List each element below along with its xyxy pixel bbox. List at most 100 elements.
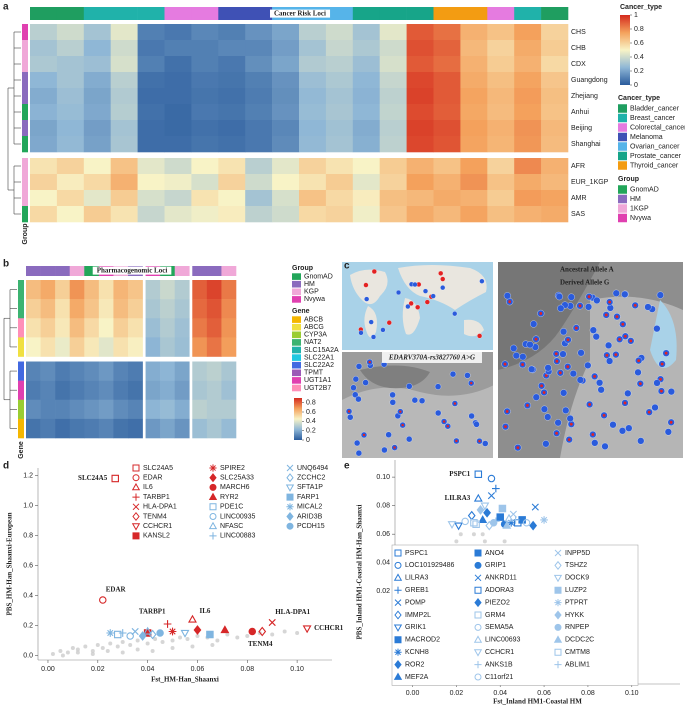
map-dot — [526, 404, 529, 407]
heatmap-cell — [221, 280, 237, 300]
column-annotation — [192, 266, 208, 276]
map-dot — [621, 322, 625, 326]
heatmap-cell — [218, 56, 246, 73]
row-label: EUR_1KGP — [571, 179, 609, 186]
legend-box — [391, 544, 639, 686]
map-dot — [623, 401, 627, 405]
map-dot — [539, 312, 543, 315]
heatmap-cell — [113, 299, 129, 319]
map-dot — [584, 303, 593, 311]
heatmap-cell — [299, 190, 327, 207]
legend-marker — [132, 532, 140, 540]
legend-marker — [132, 511, 140, 522]
map-dot — [554, 419, 562, 427]
legend-marker — [473, 635, 483, 643]
legend-marker — [554, 648, 562, 656]
heatmap-cell — [352, 136, 380, 153]
heatmap-cell — [218, 88, 246, 105]
heatmap-cell — [191, 88, 219, 105]
legend-swatch — [292, 339, 301, 346]
heatmap-cell — [206, 280, 222, 300]
row-annotation — [18, 399, 24, 420]
heatmap-cell — [541, 24, 569, 41]
legend-marker — [132, 503, 140, 511]
heatmap-cell — [514, 120, 542, 137]
heatmap-cell — [541, 136, 569, 153]
heatmap-cell — [40, 361, 56, 381]
background-point — [105, 649, 110, 653]
legend-label: Prostate_cancer — [630, 153, 682, 160]
heatmap-cell — [460, 72, 488, 89]
heatmap-cell — [113, 380, 129, 401]
legend-label: MICAL2 — [297, 504, 322, 511]
heatmap-cell — [110, 88, 138, 105]
legend-label: RYR2 — [220, 494, 239, 501]
map-dot — [597, 386, 605, 394]
legend-marker — [394, 636, 402, 644]
heatmap-cell — [218, 174, 246, 191]
legend-marker — [474, 586, 482, 594]
heatmap-cell — [110, 56, 138, 73]
map-dot — [667, 388, 675, 396]
background-point — [471, 532, 476, 537]
legend-label: SLC22A2 — [304, 362, 334, 369]
heatmap-cell — [56, 72, 85, 89]
heatmap-cell — [406, 120, 434, 137]
legend-marker — [286, 493, 294, 501]
legend-label: TARBP1 — [143, 494, 170, 501]
heatmap-cell — [83, 104, 111, 121]
map-dot — [364, 296, 370, 302]
heatmap-cell — [69, 299, 85, 319]
heatmap-cell — [272, 88, 300, 105]
heatmap-cell — [164, 24, 192, 41]
row-label: Zhejiang — [571, 93, 598, 100]
heatmap-cell — [191, 190, 219, 207]
legend-label: CYP3A — [304, 332, 327, 339]
panel-label: a — [3, 2, 9, 13]
legend-label: NFASC — [220, 523, 243, 530]
column-annotation — [110, 7, 138, 20]
legend-label: LINC00883 — [220, 533, 256, 540]
heatmap-cell — [541, 190, 569, 207]
legend-label: IL6 — [143, 484, 153, 491]
column-annotation — [191, 7, 219, 20]
gene-point — [529, 520, 538, 531]
heatmap-cell — [460, 158, 488, 175]
gene-point — [113, 630, 122, 639]
legend-marker — [554, 549, 562, 557]
legend-marker — [208, 492, 218, 500]
gene-point — [487, 474, 496, 483]
heatmap-cell — [26, 318, 41, 338]
x-tick-label: 0.04 — [141, 666, 155, 673]
relief-lowland — [342, 385, 494, 458]
heatmap-cell — [83, 120, 111, 137]
map-dot — [593, 374, 597, 378]
map-dot — [350, 384, 357, 391]
map-dot — [355, 363, 363, 370]
map-dot — [442, 420, 446, 423]
heatmap-cell — [30, 24, 58, 41]
heatmap-cell — [218, 136, 246, 153]
heatmap-cell — [206, 299, 222, 319]
background-point — [185, 637, 190, 641]
map-dot — [347, 414, 354, 421]
legend-label: GRM4 — [485, 612, 505, 619]
heatmap-cell — [218, 190, 246, 207]
heatmap-cell — [26, 399, 41, 420]
heatmap-cell — [514, 206, 542, 223]
heatmap-cell — [98, 380, 114, 401]
background-point — [170, 646, 175, 650]
background-point — [235, 635, 240, 640]
map-dot — [519, 353, 527, 361]
heatmap-cell — [160, 399, 176, 420]
world-land — [464, 319, 484, 337]
background-point — [83, 644, 88, 649]
heatmap-cell — [128, 337, 143, 357]
legend-label: Nvywa — [304, 296, 325, 303]
gene-point — [220, 625, 230, 634]
heatmap-cell — [174, 380, 190, 401]
heatmap-cell — [460, 24, 488, 41]
legend-title: Group — [292, 265, 313, 272]
heatmap-cell — [406, 24, 434, 41]
legend-label: TSHZ2 — [565, 562, 587, 569]
